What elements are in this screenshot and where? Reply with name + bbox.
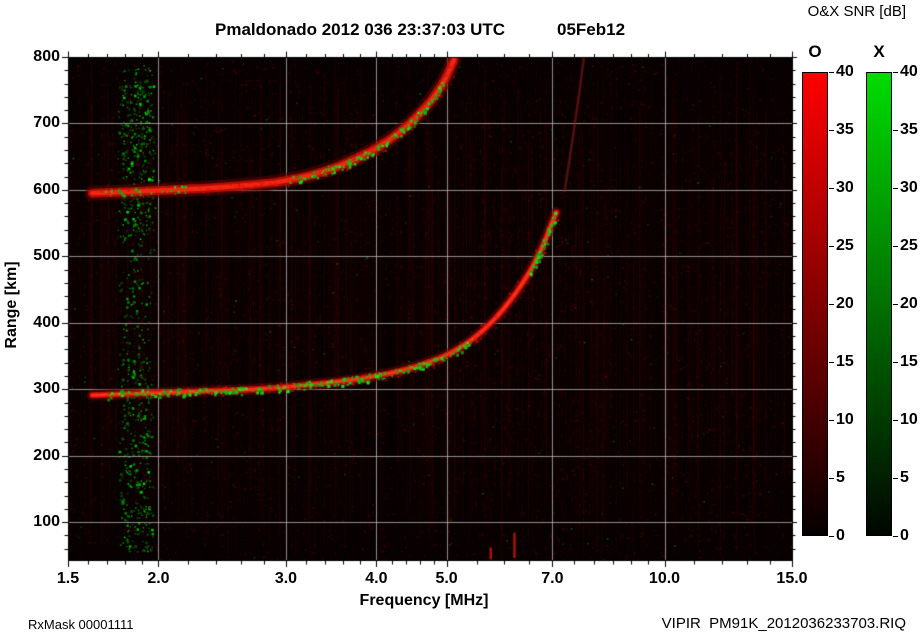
colorbar-tick [829,304,834,305]
plot-title: Pmaldonado 2012 036 23:37:03 UTC [215,20,506,39]
rxmask-label: RxMask 00001111 [28,617,134,632]
colorbar-tick [829,72,834,73]
o-colorbar-label: O [808,42,822,61]
y-tick-label: 200 [33,446,60,464]
y-tick-label: 400 [33,313,60,331]
colorbar-tick-label: 5 [900,469,909,486]
y-axis-title: Range [km] [3,261,20,349]
colorbar-tick [893,304,898,305]
colorbar-tick-label: 40 [900,63,918,80]
colorbar-tick-label: 20 [900,295,918,312]
colorbar-tick-label: 10 [900,411,918,428]
x-tick-label: 1.5 [56,570,80,587]
colorbar-tick [829,362,834,363]
colorbar-tick [829,246,834,247]
o-mode-colorbar [802,72,828,536]
colorbar-tick-label: 35 [900,121,918,138]
x-tick-label: 10.0 [648,570,681,587]
x-tick-label: 15.0 [776,570,808,587]
colorbar-tick [829,188,834,189]
colorbar-tick-label: 15 [836,353,854,370]
colorbar-tick [893,536,898,537]
colorbar-tick [893,362,898,363]
colorbar-tick-label: 0 [836,527,845,544]
colorbar-tick-label: 30 [900,179,918,196]
colorbar-tick [893,72,898,73]
colorbar-tick [893,420,898,421]
x-tick-label: 3.0 [274,570,298,587]
colorbar-title: O&X SNR [dB] [807,3,906,20]
y-tick-label: 500 [33,247,60,265]
colorbar-tick-label: 5 [836,469,845,486]
colorbar-tick-label: 25 [900,237,918,254]
colorbar-tick [829,536,834,537]
colorbar-tick [829,420,834,421]
x-tick-label: 7.0 [541,570,564,587]
colorbar-tick-label: 15 [900,353,918,370]
colorbar-tick-label: 0 [900,527,909,544]
y-tick-label: 100 [33,513,60,531]
y-tick-label: 600 [33,180,60,198]
colorbar-tick [829,478,834,479]
colorbar-tick [893,478,898,479]
y-tick-label: 800 [33,48,60,65]
y-tick-label: 700 [33,114,60,132]
x-tick-label: 2.0 [147,570,170,587]
plot-date: 05Feb12 [557,20,626,39]
x-tick-label: 4.0 [365,570,388,587]
y-tick-label: 300 [33,380,60,398]
colorbar-tick-label: 35 [836,121,854,138]
colorbar-tick [893,188,898,189]
colorbar-tick [893,246,898,247]
x-mode-colorbar [866,72,892,536]
colorbar-tick-label: 10 [836,411,854,428]
file-reference-label: VIPIR PM91K_2012036233703.RIQ [661,615,906,632]
colorbar-tick-label: 40 [836,63,854,80]
colorbar-tick [829,130,834,131]
colorbar-tick-label: 30 [836,179,854,196]
x-axis-title: Frequency [MHz] [359,592,489,609]
x-colorbar-label: X [873,42,885,61]
x-tick-label: 5.0 [435,570,458,587]
colorbar-tick [893,130,898,131]
colorbar-tick-label: 20 [836,295,854,312]
colorbar-tick-label: 25 [836,237,854,254]
